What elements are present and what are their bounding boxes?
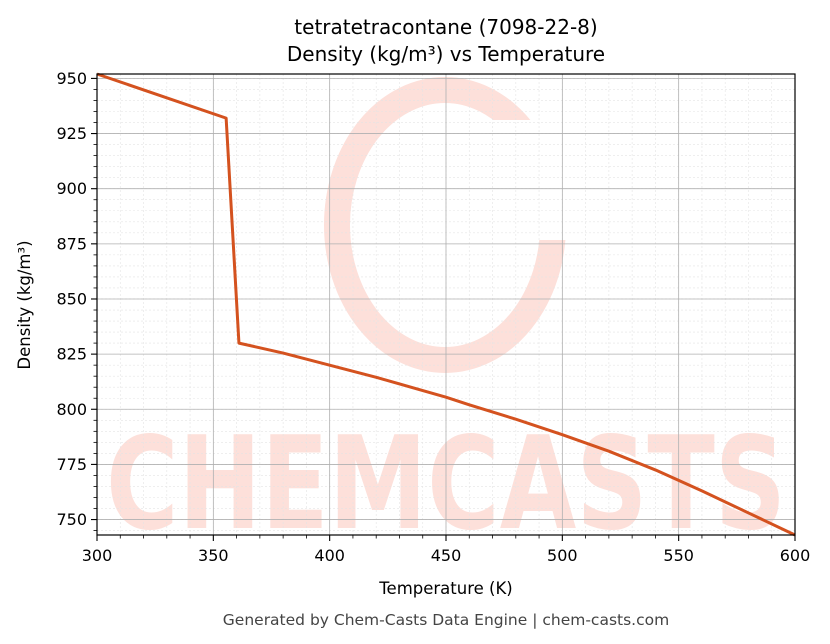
x-tick-label: 500	[547, 546, 578, 565]
x-tick-label: 350	[198, 546, 229, 565]
y-tick-label: 850	[56, 289, 87, 308]
y-tick-label: 825	[56, 345, 87, 364]
y-tick-label: 900	[56, 179, 87, 198]
y-axis-label: Density (kg/m³)	[15, 240, 34, 369]
x-axis-ticks: 300 350 400 450 500 550 600	[82, 535, 811, 565]
series-layer	[96, 72, 796, 537]
x-tick-label: 450	[431, 546, 462, 565]
footer-credit: Generated by Chem-Casts Data Engine | ch…	[223, 611, 669, 629]
chart-title-line2: Density (kg/m³) vs Temperature	[287, 42, 605, 66]
y-tick-label: 875	[56, 234, 87, 253]
y-tick-label: 950	[56, 69, 87, 88]
series-line-0	[96, 72, 796, 537]
x-tick-label: 600	[780, 546, 811, 565]
y-tick-label: 800	[56, 400, 87, 419]
y-axis-ticks: 750 775 800 825 850 875 900 925 950	[56, 69, 97, 531]
x-tick-label: 300	[82, 546, 113, 565]
x-tick-label: 400	[314, 546, 345, 565]
x-tick-label: 550	[663, 546, 694, 565]
y-tick-label: 775	[56, 455, 87, 474]
watermark-logo-ring	[324, 77, 580, 373]
chart-title-line1: tetratetracontane (7098-22-8)	[294, 15, 597, 39]
y-tick-label: 750	[56, 510, 87, 529]
y-tick-label: 925	[56, 124, 87, 143]
x-axis-label: Temperature (K)	[378, 579, 512, 598]
